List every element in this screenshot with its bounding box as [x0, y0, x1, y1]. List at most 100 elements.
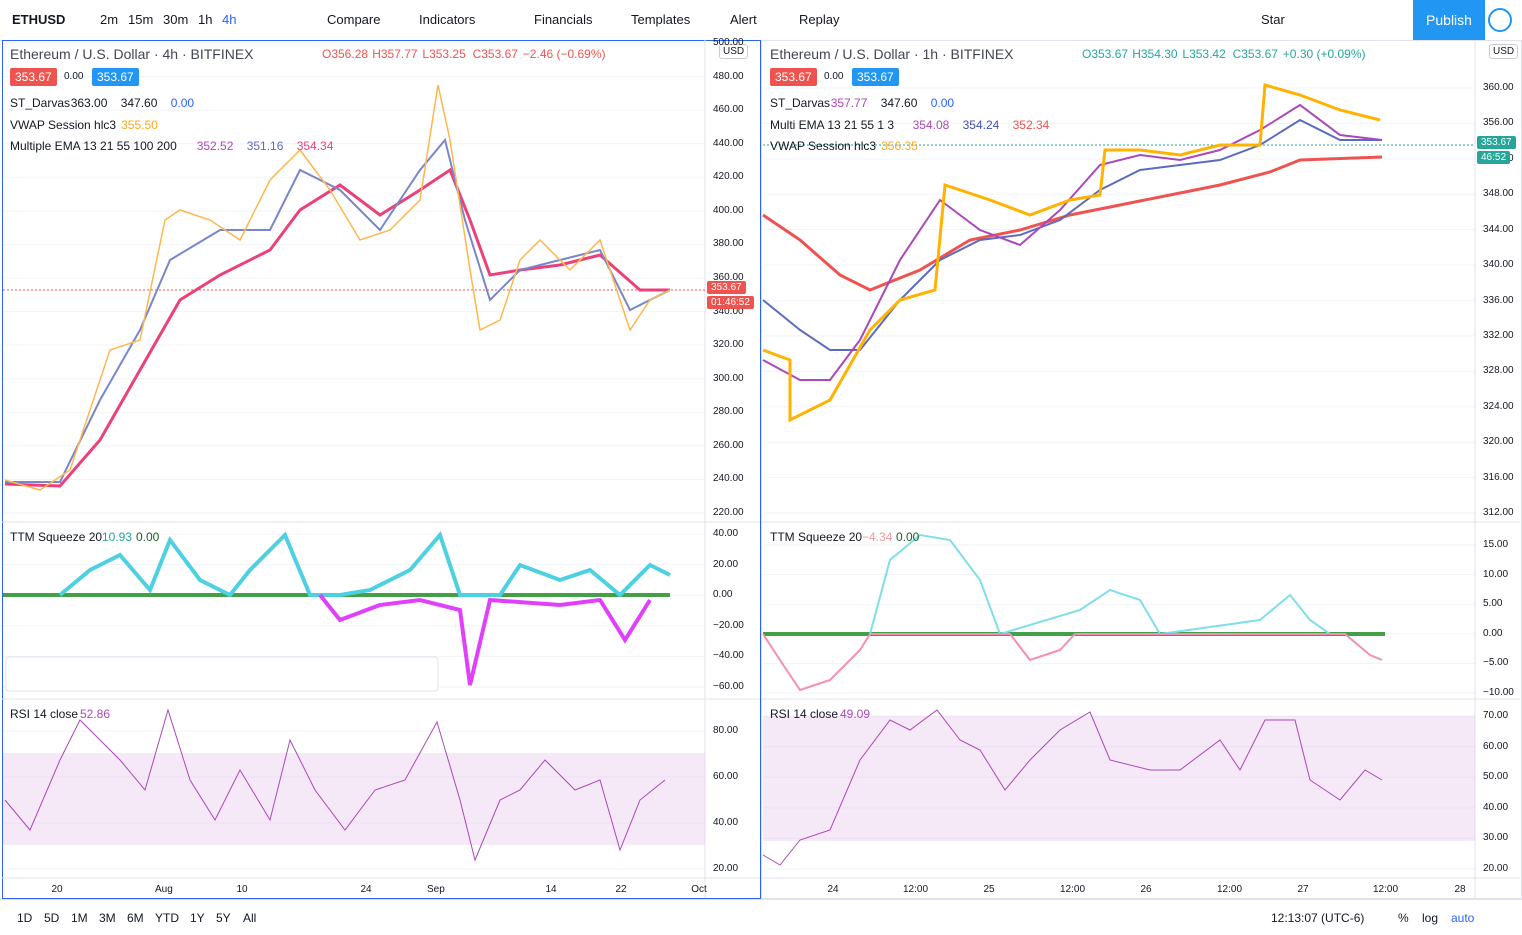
x-tick-label: 26 — [1140, 884, 1152, 895]
layout-name[interactable]: Star — [1261, 12, 1285, 27]
ttm-value: −4.34 — [862, 530, 893, 544]
toolbar-button[interactable]: Alert — [730, 12, 757, 27]
ohlc: C353.67 — [472, 47, 518, 61]
ttm-name: TTM Squeeze 20 — [770, 530, 863, 544]
pane-header: Ethereum / U.S. Dollar · 1h · BITFINEX — [770, 46, 1014, 62]
symbol[interactable]: ETHUSD — [12, 12, 66, 27]
currency: USD — [719, 44, 749, 59]
y-tick-label: 356.00 — [1483, 117, 1514, 129]
range-button[interactable]: 1M — [71, 911, 88, 925]
toolbar-button[interactable]: Financials — [534, 12, 593, 27]
indicator-name: ST_Darvas — [770, 96, 831, 110]
x-tick-label: 22 — [615, 884, 627, 895]
y-tick-label: −5.00 — [1483, 657, 1509, 669]
y-tick-label: 70.00 — [1483, 710, 1509, 721]
range-button[interactable]: All — [243, 911, 257, 925]
interval[interactable]: 1h — [198, 12, 213, 27]
rsi-name: RSI 14 close — [10, 707, 79, 721]
y-tick-label: 320.00 — [713, 339, 744, 351]
toolbar-button[interactable]: Compare — [327, 12, 381, 27]
y-tick-label: 336.00 — [1483, 294, 1514, 306]
range-button[interactable]: 1D — [17, 911, 33, 925]
scale-option[interactable]: auto — [1451, 911, 1475, 925]
toolbar-button[interactable]: Indicators — [419, 12, 476, 27]
y-tick-label: −20.00 — [713, 619, 744, 631]
y-tick-label: 30.00 — [1483, 832, 1509, 844]
interval[interactable]: 2m — [100, 12, 119, 27]
last-price: 353.67 — [1477, 136, 1516, 149]
y-tick-label: 20.00 — [713, 863, 739, 874]
publish-button[interactable]: Publish — [1413, 0, 1485, 40]
ohlc: O356.28 — [322, 47, 369, 61]
x-tick-label: 28 — [1454, 884, 1466, 895]
rsi-name: RSI 14 close — [770, 707, 839, 721]
y-tick-label: 344.00 — [1483, 223, 1514, 235]
y-tick-label: 332.00 — [1483, 329, 1514, 341]
price-badge: 0.00 — [64, 71, 84, 82]
ttm-name: TTM Squeeze 20 — [10, 530, 103, 544]
y-tick-label: 316.00 — [1483, 471, 1514, 483]
y-tick-label: 460.00 — [713, 104, 744, 116]
range-button[interactable]: 5Y — [216, 911, 231, 925]
x-tick-label: 24 — [360, 884, 372, 895]
indicator-name: Multiple EMA 13 21 55 100 200 — [10, 139, 177, 153]
y-tick-label: 480.00 — [713, 70, 744, 82]
bottom-bar: 1D 5D 1M 3M 6M YTD 1Y 5Y All 12:13:07 (UTC-6) % l… — [0, 899, 1522, 935]
y-tick-label: −40.00 — [713, 650, 744, 662]
y-tick-label: 60.00 — [1483, 740, 1509, 752]
play-icon[interactable] — [1488, 8, 1512, 32]
y-tick-label: 220.00 — [713, 507, 744, 518]
ohlc: C353.67 — [1232, 47, 1278, 61]
x-tick-label: Aug — [155, 884, 173, 895]
indicator-value: 354.34 — [296, 139, 334, 153]
left-pane[interactable] — [2, 40, 761, 899]
y-tick-label: 320.00 — [1483, 436, 1514, 448]
range-button[interactable]: 6M — [127, 911, 144, 925]
indicator-value: 363.00 — [70, 96, 108, 110]
x-tick-label: 12:00 — [903, 884, 929, 895]
y-tick-label: 440.00 — [713, 137, 744, 149]
ttm-value: 0.00 — [896, 530, 920, 544]
y-tick-label: 348.00 — [1483, 188, 1514, 200]
x-tick-label: Oct — [691, 884, 707, 895]
toolbar-button[interactable]: Replay — [799, 12, 840, 27]
interval[interactable]: 15m — [128, 12, 154, 27]
y-tick-label: 0.00 — [713, 589, 733, 601]
y-tick-label: 40.00 — [713, 817, 739, 828]
range-button[interactable]: 1Y — [190, 911, 205, 925]
y-tick-label: 10.00 — [1483, 568, 1509, 580]
scale-option[interactable]: log — [1422, 911, 1439, 925]
indicator-name: Multi EMA 13 21 55 1 3 — [770, 117, 895, 132]
toolbar-button[interactable]: Templates — [631, 12, 691, 27]
y-tick-label: 60.00 — [713, 771, 739, 782]
indicator-value: 347.60 — [880, 96, 918, 110]
price-badge: 353.67 — [770, 68, 817, 86]
interval[interactable]: 4h — [222, 12, 237, 27]
indicator-value: 347.60 — [120, 96, 158, 110]
x-tick-label: 14 — [545, 884, 557, 895]
indicator-value: 354.08 — [912, 117, 950, 132]
top-toolbar: ETHUSD 2m 15m 30m 1h 4h Compare Indicators Fin… — [0, 0, 1522, 41]
indicator-value: 351.16 — [246, 139, 284, 153]
y-tick-label: 20.00 — [713, 558, 739, 570]
range-button[interactable]: YTD — [155, 911, 179, 925]
x-tick-label: 12:00 — [1217, 884, 1243, 895]
clock: 12:13:07 (UTC-6) — [1271, 911, 1365, 925]
indicator-name: VWAP Session hlc3 — [770, 139, 877, 153]
x-tick-label: 12:00 — [1373, 884, 1399, 895]
range-button[interactable]: 3M — [99, 911, 116, 925]
ohlc: H357.77 — [372, 47, 418, 61]
x-tick-label: 25 — [983, 884, 995, 895]
y-tick-label: 340.00 — [1483, 259, 1514, 271]
x-tick-label: 12:00 — [1060, 884, 1086, 895]
y-tick-label: 380.00 — [713, 238, 744, 250]
range-button[interactable]: 5D — [44, 911, 60, 925]
interval[interactable]: 30m — [163, 12, 189, 27]
y-tick-label: 340.00 — [713, 305, 744, 317]
price-badge: 353.67 — [10, 68, 57, 86]
countdown: 46:52 — [1477, 151, 1511, 164]
scale-option[interactable]: % — [1398, 911, 1409, 925]
indicator-value: 352.52 — [196, 139, 234, 153]
